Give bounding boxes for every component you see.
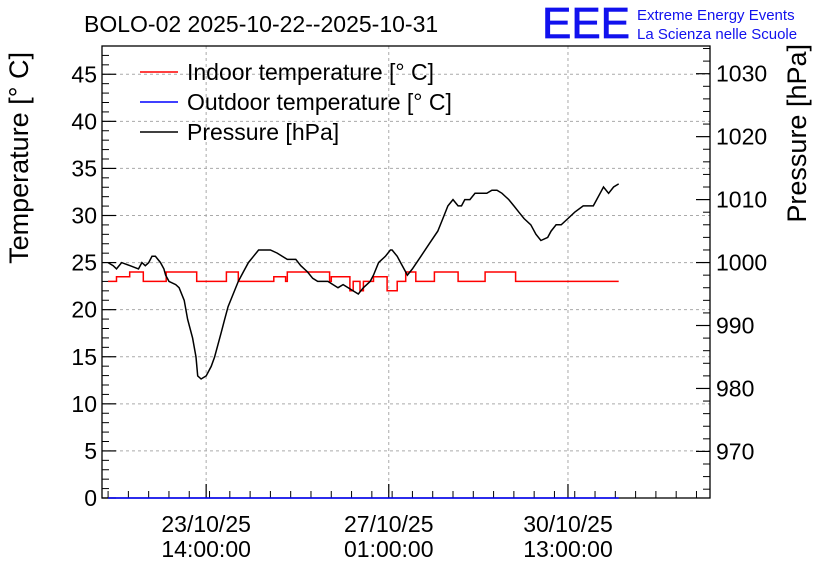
legend: Indoor temperature [° C] Outdoor temperat… bbox=[140, 59, 452, 145]
x-tick-label-date: 23/10/25 bbox=[161, 511, 251, 537]
x-tick-label-time: 14:00:00 bbox=[161, 536, 251, 562]
x-tick-label-date: 30/10/25 bbox=[523, 511, 613, 537]
right-tick-label: 1010 bbox=[716, 187, 767, 213]
right-axis-title: Pressure [hPa] bbox=[782, 44, 812, 223]
left-tick-label: 30 bbox=[71, 203, 97, 229]
grid-lines bbox=[102, 46, 710, 498]
left-tick-label: 15 bbox=[71, 344, 97, 370]
legend-label: Outdoor temperature [° C] bbox=[187, 89, 452, 115]
left-tick-label: 40 bbox=[71, 108, 97, 134]
left-tick-label: 25 bbox=[71, 250, 97, 276]
right-tick-label: 980 bbox=[716, 375, 754, 401]
x-tick-label-time: 01:00:00 bbox=[344, 536, 434, 562]
eee-logo-letters: EEE bbox=[542, 0, 630, 48]
series-line-indoor bbox=[108, 271, 619, 292]
eee-logo-line2: La Scienza nelle Scuole bbox=[637, 26, 797, 43]
left-axis-title: Temperature [° C] bbox=[4, 52, 34, 264]
data-series bbox=[107, 183, 620, 499]
left-tick-label: 20 bbox=[71, 297, 97, 323]
series-line-pressure bbox=[107, 183, 620, 380]
axis-ticks bbox=[102, 48, 710, 499]
right-tick-label: 1020 bbox=[716, 124, 767, 150]
legend-label: Indoor temperature [° C] bbox=[187, 59, 434, 85]
right-tick-label: 1030 bbox=[716, 61, 767, 87]
right-tick-label: 970 bbox=[716, 438, 754, 464]
left-tick-label: 5 bbox=[84, 438, 97, 464]
legend-entry-pressure: Pressure [hPa] bbox=[140, 119, 339, 145]
right-tick-label: 990 bbox=[716, 313, 754, 339]
x-tick-label-time: 13:00:00 bbox=[523, 536, 613, 562]
eee-logo: EEE Extreme Energy Events La Scienza nel… bbox=[542, 0, 798, 48]
left-tick-label: 0 bbox=[84, 485, 97, 511]
left-tick-label: 10 bbox=[71, 391, 97, 417]
left-tick-label: 45 bbox=[71, 61, 97, 87]
x-tick-label-date: 27/10/25 bbox=[344, 511, 434, 537]
legend-entry-outdoor: Outdoor temperature [° C] bbox=[140, 89, 452, 115]
right-tick-label: 1000 bbox=[716, 250, 767, 276]
eee-logo-line1: Extreme Energy Events bbox=[637, 7, 795, 24]
left-tick-label: 35 bbox=[71, 155, 97, 181]
chart-title: BOLO-02 2025-10-22--2025-10-31 bbox=[84, 11, 438, 37]
axis-tick-labels: 0 5 10 15 20 25 30 35 40 45 970 980 990 1000 1010 1020 1… bbox=[71, 61, 767, 562]
legend-entry-indoor: Indoor temperature [° C] bbox=[140, 59, 434, 85]
legend-label: Pressure [hPa] bbox=[187, 119, 339, 145]
